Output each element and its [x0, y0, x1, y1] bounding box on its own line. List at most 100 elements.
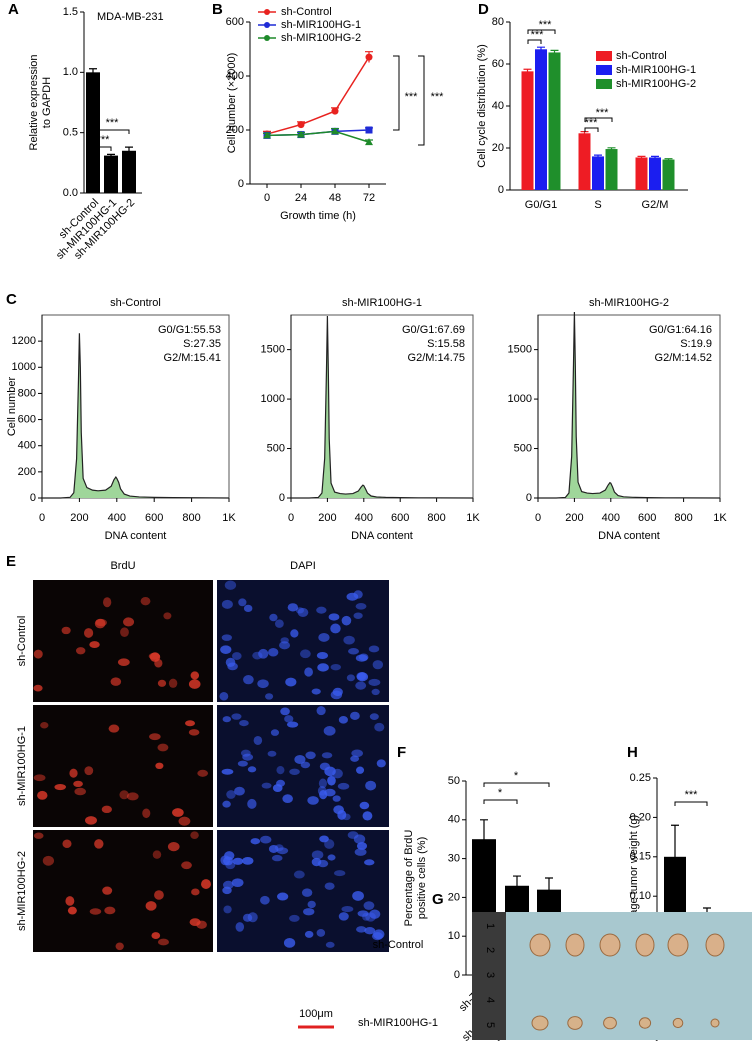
ruler [472, 912, 506, 1040]
y-tick-label: 0 [238, 178, 244, 190]
cell [365, 780, 377, 791]
phase-stat: G0/G1:55.53 [158, 324, 221, 336]
cell [221, 634, 232, 641]
y-tick-label: 40 [492, 100, 504, 112]
cell [286, 721, 299, 728]
cell [123, 617, 135, 627]
cell [231, 713, 242, 720]
cell [117, 658, 130, 666]
cell [188, 679, 201, 689]
cell [353, 612, 363, 619]
significance-bracket [527, 29, 556, 34]
cell [324, 882, 335, 890]
phase-stat: G2/M:15.41 [164, 352, 221, 364]
tumor [603, 1016, 617, 1030]
cell [234, 786, 245, 796]
marker [365, 138, 373, 146]
cell [317, 786, 327, 796]
x-tick-label: G2/M [642, 199, 669, 211]
cell [222, 886, 232, 895]
marker [297, 121, 305, 129]
cell [318, 778, 327, 789]
tumor [565, 933, 585, 957]
cell [368, 678, 381, 686]
cell [327, 854, 336, 861]
cell [305, 751, 316, 760]
cell [355, 603, 367, 610]
cell [75, 647, 86, 655]
x-tick-label: 200 [70, 512, 88, 524]
cell [42, 855, 55, 866]
cell [333, 870, 346, 877]
y-tick-label: 1.0 [63, 66, 78, 78]
histogram-line [538, 312, 721, 499]
significance-label: *** [539, 19, 553, 31]
cell [369, 713, 379, 720]
cell [267, 750, 277, 757]
y-tick-label: 500 [267, 442, 285, 454]
significance-label: *** [405, 91, 419, 103]
tumor [672, 1017, 684, 1029]
cell [318, 632, 330, 642]
phase-stat: G0/G1:64.16 [649, 324, 712, 336]
cell [285, 677, 297, 687]
significance-label: *** [685, 789, 699, 801]
legend-marker [264, 35, 270, 41]
bar [104, 155, 118, 193]
tumor [531, 1015, 549, 1031]
cell [316, 929, 326, 937]
cell [167, 842, 180, 852]
cell [65, 896, 75, 906]
cell [271, 854, 283, 862]
cell [347, 831, 359, 839]
cell [279, 641, 291, 650]
cell [226, 790, 236, 799]
cell [337, 809, 347, 820]
cell [235, 922, 245, 932]
cell [108, 724, 120, 733]
tumor [638, 1017, 652, 1029]
cell [103, 597, 112, 608]
cell [276, 847, 289, 855]
cell [346, 674, 355, 682]
y-axis-label: positive cells (%) [416, 837, 428, 920]
significance-label: *** [97, 134, 111, 146]
x-tick-label: 800 [182, 512, 200, 524]
x-axis-label: DNA content [351, 530, 413, 542]
y-tick-label: 400 [18, 440, 36, 452]
legend-swatch [596, 79, 612, 89]
cell [40, 722, 49, 729]
panel-label: B [212, 1, 223, 18]
x-tick-label: 24 [295, 192, 307, 204]
ruler-number: 1 [484, 923, 496, 929]
cell [368, 645, 380, 653]
cell [149, 652, 161, 662]
cell [328, 613, 340, 621]
y-tick-label: 80 [492, 16, 504, 28]
error-bar [513, 875, 521, 896]
cell [372, 660, 384, 670]
cell [376, 759, 386, 768]
histogram-line [291, 315, 474, 499]
cell [247, 798, 257, 809]
column-title: DAPI [290, 560, 316, 572]
y-tick-label: 0 [30, 492, 36, 504]
ruler-number: 4 [484, 997, 496, 1003]
cell [364, 927, 376, 935]
x-tick-label: 0 [39, 512, 45, 524]
y-tick-label: 0 [498, 184, 504, 196]
cell [89, 641, 100, 649]
line [266, 56, 370, 135]
cell [323, 726, 336, 736]
error-bar [651, 155, 659, 159]
cell [181, 861, 192, 870]
bar [635, 157, 648, 190]
cell [341, 906, 354, 913]
panel-title: sh-MIR100HG-2 [589, 297, 669, 309]
cell [351, 749, 363, 758]
marker [263, 131, 271, 139]
cell [232, 857, 244, 865]
y-tick-label: 50 [448, 775, 460, 787]
cell [242, 857, 254, 865]
cell [311, 857, 322, 867]
